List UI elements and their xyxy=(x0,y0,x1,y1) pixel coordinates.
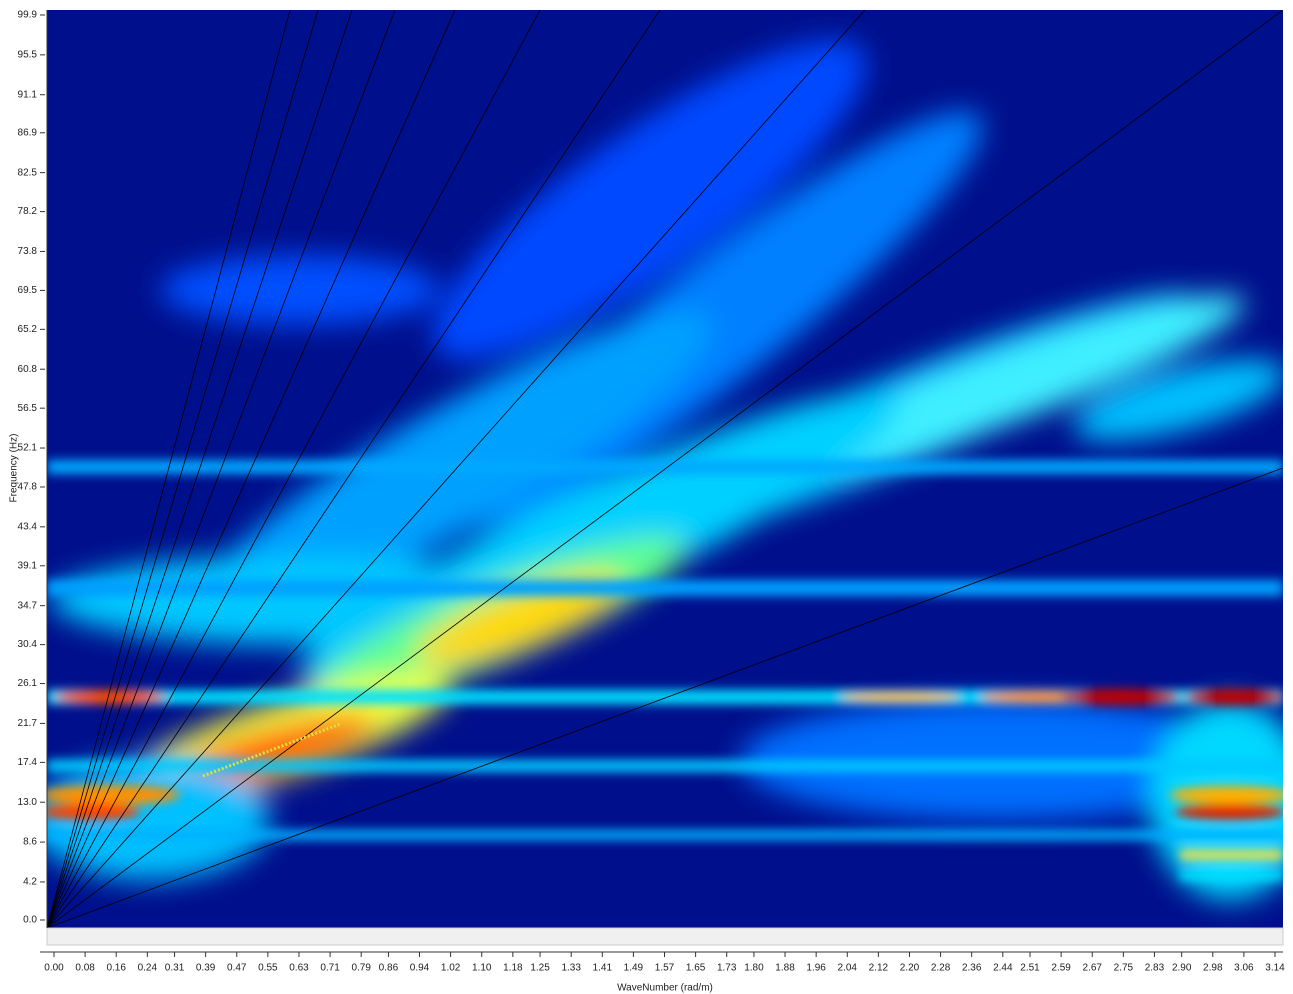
x-tick-label: 0.71 xyxy=(320,963,340,974)
x-tick-label: 2.12 xyxy=(869,963,889,974)
x-tick-label: 1.88 xyxy=(775,963,795,974)
y-tick-label: 30.4 xyxy=(18,639,38,650)
x-tick-label: 0.00 xyxy=(44,963,64,974)
x-tick-label: 2.28 xyxy=(931,963,951,974)
x-tick-label: 0.63 xyxy=(289,963,309,974)
spectrum xyxy=(47,10,1283,928)
x-tick-label: 2.59 xyxy=(1051,963,1071,974)
y-tick-label: 43.4 xyxy=(18,521,38,532)
x-tick-label: 0.47 xyxy=(227,963,247,974)
x-tick-label: 2.83 xyxy=(1145,963,1165,974)
y-tick-label: 39.1 xyxy=(18,560,38,571)
x-tick-label: 3.14 xyxy=(1265,963,1285,974)
x-tick-label: 0.79 xyxy=(351,963,371,974)
x-tick-label: 1.57 xyxy=(655,963,675,974)
x-tick-label: 1.25 xyxy=(530,963,550,974)
y-tick-label: 17.4 xyxy=(18,757,38,768)
y-tick-label: 99.9 xyxy=(18,10,38,21)
x-axis-label: WaveNumber (rad/m) xyxy=(617,983,713,994)
x-tick-label: 1.41 xyxy=(593,963,613,974)
y-tick-label: 65.2 xyxy=(18,324,38,335)
y-tick-label: 91.1 xyxy=(18,89,38,100)
x-tick-label: 1.33 xyxy=(561,963,581,974)
x-tick-label: 2.51 xyxy=(1020,963,1040,974)
y-tick-label: 73.8 xyxy=(18,246,38,257)
x-tick-label: 2.90 xyxy=(1172,963,1192,974)
y-tick-label: 0.0 xyxy=(23,915,37,926)
y-tick-label: 13.0 xyxy=(18,797,38,808)
x-tick-label: 2.20 xyxy=(900,963,920,974)
y-axis-label: Frequency (Hz) xyxy=(9,434,20,503)
x-tick-label: 2.44 xyxy=(993,963,1013,974)
x-tick-label: 0.31 xyxy=(165,963,185,974)
y-tick-label: 52.1 xyxy=(18,443,38,454)
x-tick-label: 2.98 xyxy=(1203,963,1223,974)
x-tick-label: 1.80 xyxy=(744,963,764,974)
x-tick-label: 1.65 xyxy=(686,963,706,974)
x-tick-label: 2.36 xyxy=(962,963,982,974)
x-tick-label: 0.55 xyxy=(258,963,278,974)
x-tick-label: 0.86 xyxy=(379,963,399,974)
x-tick-label: 0.94 xyxy=(410,963,430,974)
x-tick-label: 3.06 xyxy=(1234,963,1254,974)
x-tick-label: 0.16 xyxy=(106,963,126,974)
y-tick-label: 78.2 xyxy=(18,206,38,217)
x-tick-label: 0.39 xyxy=(196,963,216,974)
x-tick-label: 1.49 xyxy=(624,963,644,974)
y-tick-label: 4.2 xyxy=(23,877,37,888)
y-tick-label: 34.7 xyxy=(18,600,38,611)
y-tick-label: 21.7 xyxy=(18,718,38,729)
y-tick-label: 69.5 xyxy=(18,285,38,296)
x-tick-label: 2.67 xyxy=(1083,963,1103,974)
y-tick-label: 56.5 xyxy=(18,403,38,414)
x-tick-label: 1.02 xyxy=(441,963,461,974)
x-tick-label: 2.75 xyxy=(1114,963,1134,974)
x-tick-label: 0.24 xyxy=(138,963,158,974)
y-tick-label: 8.6 xyxy=(23,837,37,848)
x-tick-label: 2.04 xyxy=(838,963,858,974)
y-tick-label: 82.5 xyxy=(18,167,38,178)
x-tick-label: 0.08 xyxy=(75,963,95,974)
x-tick-label: 1.96 xyxy=(806,963,826,974)
y-tick-label: 60.8 xyxy=(18,364,38,375)
x-tick-label: 1.73 xyxy=(717,963,737,974)
x-tick-label: 1.10 xyxy=(472,963,492,974)
y-tick-label: 26.1 xyxy=(18,678,38,689)
y-tick-label: 95.5 xyxy=(18,50,38,61)
scrollbar[interactable] xyxy=(46,927,1284,946)
y-tick-label: 47.8 xyxy=(18,482,38,493)
x-tick-label: 1.18 xyxy=(503,963,523,974)
y-tick-label: 86.9 xyxy=(18,127,38,138)
